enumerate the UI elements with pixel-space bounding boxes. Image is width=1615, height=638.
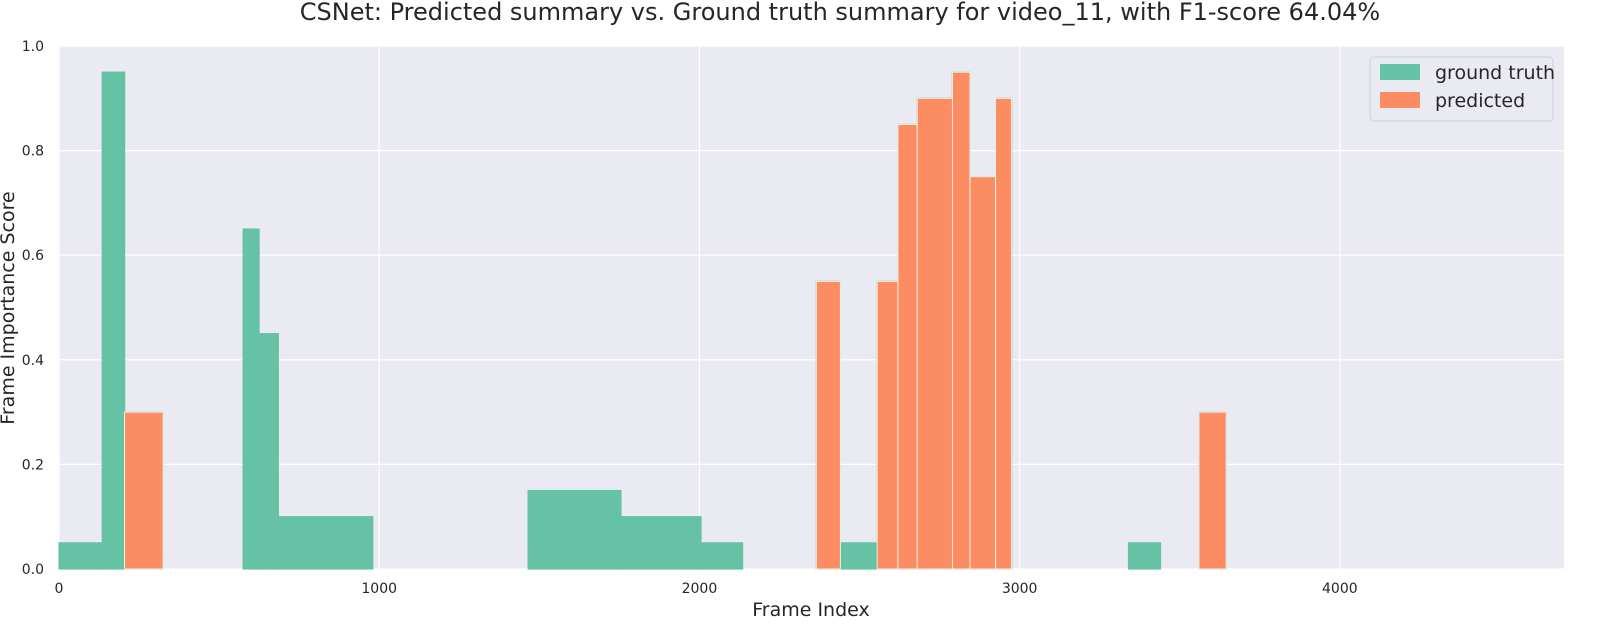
- legend-label-predicted: predicted: [1435, 90, 1525, 112]
- bar-ground-truth: [258, 333, 279, 570]
- y-tick-label: 0.4: [22, 353, 44, 369]
- bar-ground-truth: [620, 516, 702, 570]
- y-tick-label: 0.8: [22, 144, 44, 160]
- bar-ground-truth: [101, 71, 126, 570]
- legend-swatch-ground-truth: [1380, 64, 1420, 80]
- bar-predicted: [951, 71, 971, 570]
- bar-predicted: [815, 280, 841, 570]
- x-tick-label: 3000: [1002, 581, 1038, 597]
- chart-title: CSNet: Predicted summary vs. Ground trut…: [300, 0, 1380, 26]
- y-axis-label: Frame Importance Score: [0, 191, 19, 424]
- bar-predicted: [1198, 411, 1227, 570]
- bar-ground-truth: [1127, 542, 1162, 570]
- x-ticks: 0 1000 2000 3000 4000: [55, 581, 1358, 597]
- bars: [58, 71, 1227, 570]
- x-tick-label: 2000: [682, 581, 718, 597]
- y-tick-label: 0.6: [22, 248, 44, 264]
- bar-ground-truth: [839, 542, 878, 570]
- bar-predicted: [876, 280, 899, 570]
- bar-predicted: [969, 176, 997, 570]
- plot-background: [59, 46, 1564, 569]
- y-tick-label: 1.0: [22, 39, 44, 55]
- legend-swatch-predicted: [1380, 92, 1420, 108]
- bar-ground-truth: [277, 516, 374, 570]
- bar-predicted: [897, 124, 918, 570]
- bar-predicted: [916, 97, 953, 570]
- legend: ground truth predicted: [1369, 56, 1555, 122]
- y-tick-label: 0.0: [22, 562, 44, 578]
- bar-ground-truth: [527, 489, 622, 570]
- y-tick-label: 0.2: [22, 457, 44, 473]
- x-tick-label: 1000: [361, 581, 397, 597]
- bar-ground-truth: [242, 228, 260, 570]
- x-tick-label: 4000: [1322, 581, 1358, 597]
- x-tick-label: 0: [55, 581, 64, 597]
- bar-predicted: [124, 411, 164, 570]
- bar-predicted: [995, 97, 1013, 570]
- bar-ground-truth: [700, 542, 744, 570]
- y-ticks: 0.0 0.2 0.4 0.6 0.8 1.0: [22, 39, 44, 578]
- legend-label-ground-truth: ground truth: [1435, 62, 1555, 84]
- x-axis-label: Frame Index: [752, 599, 870, 621]
- bar-ground-truth: [58, 542, 103, 570]
